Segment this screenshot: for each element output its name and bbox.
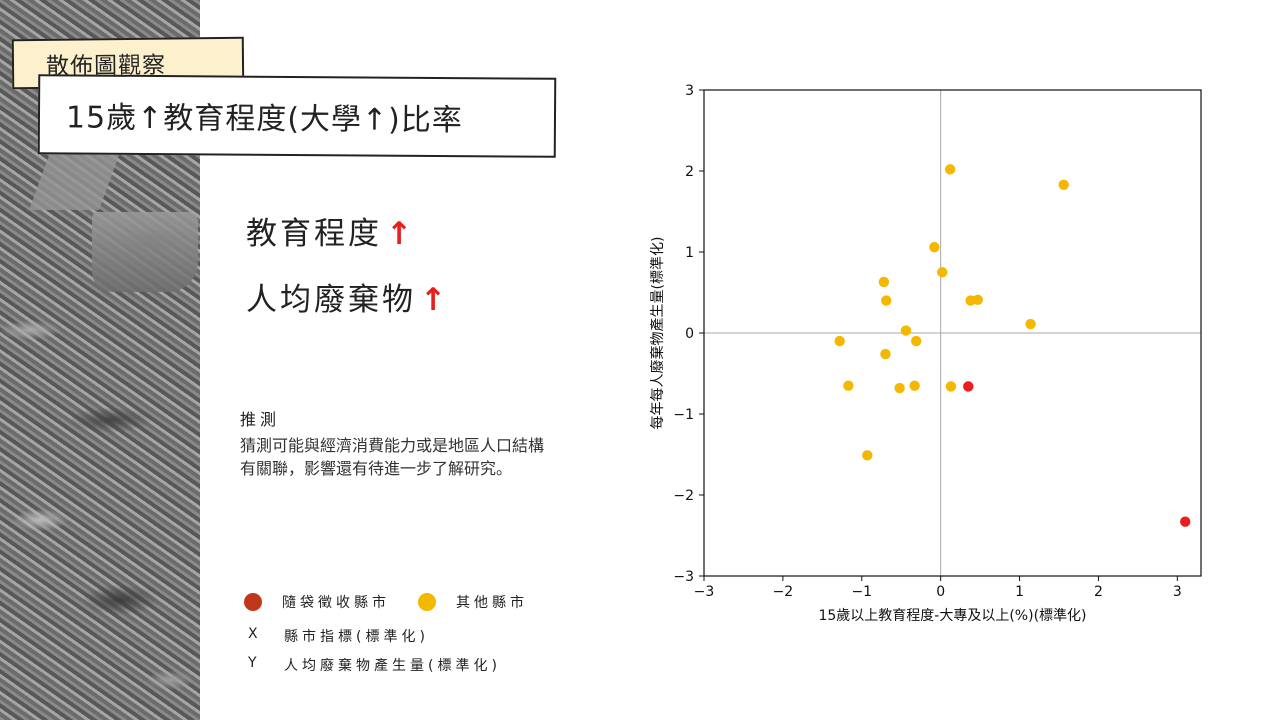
x-axis-label: 15歲以上教育程度-大專及以上(%)(標準化) — [818, 608, 1086, 624]
headline-education: 教育程度 ↑ — [246, 208, 415, 253]
point-other-county — [1025, 318, 1036, 330]
point-other-county — [937, 267, 948, 278]
y-tick-label: 2 — [685, 164, 694, 180]
y-tick-label: −1 — [673, 407, 694, 423]
note-title: 推測 — [240, 410, 281, 429]
point-other-county — [909, 380, 920, 391]
legend-dot-other — [418, 593, 436, 611]
y-desc: 人均廢棄物產生量(標準化) — [284, 658, 501, 674]
point-bag-fee-county — [963, 381, 974, 392]
point-other-county — [944, 164, 956, 175]
point-other-county — [878, 276, 890, 288]
note-body: 猜測可能與經濟消費能力或是地區人口結構有關聯，影響還有待進一步了解研究。 — [240, 436, 545, 478]
y-tick-label: 1 — [685, 245, 694, 261]
point-other-county — [929, 241, 940, 253]
y-key: Y — [248, 655, 261, 671]
point-other-county — [1058, 179, 1069, 190]
legend: 隨袋徵收縣市 其他縣市 — [244, 592, 528, 612]
point-other-county — [843, 380, 854, 391]
point-other-county — [911, 335, 922, 347]
point-bag-fee-county — [1180, 516, 1191, 527]
point-other-county — [894, 382, 905, 394]
y-tick-label: 3 — [685, 83, 694, 99]
point-other-county — [834, 335, 845, 347]
y-tick-label: 0 — [685, 326, 694, 342]
slide-title: 15歲↑教育程度(大學↑)比率 — [37, 74, 557, 158]
point-other-county — [881, 295, 892, 306]
legend-dot-bag-fee — [244, 593, 262, 611]
photo-path — [29, 150, 121, 210]
legend-label-bag-fee: 隨袋徵收縣市 — [282, 595, 390, 611]
up-arrow-icon: ↑ — [386, 216, 415, 252]
point-other-county — [972, 294, 983, 305]
x-tick-label: −2 — [773, 584, 794, 600]
point-other-county — [945, 381, 957, 392]
x-desc: 縣市指標(標準化) — [284, 629, 429, 645]
point-other-county — [880, 348, 891, 360]
x-tick-label: −1 — [851, 584, 872, 600]
y-tick-label: −3 — [673, 569, 694, 585]
x-tick-label: 1 — [1015, 584, 1024, 600]
headline-waste: 人均廢棄物 ↑ — [246, 274, 449, 319]
photo-puddle — [92, 212, 198, 292]
y-tick-label: −2 — [673, 488, 694, 504]
headline-education-text: 教育程度 — [246, 216, 382, 252]
legend-label-other: 其他縣市 — [456, 595, 528, 611]
scatter-chart: −3 −2 −1 0 1 2 3 −3 −2 −1 0 1 2 3 15歲以上教育程度-大專及以上(%)(標… — [649, 83, 1202, 624]
point-other-county — [900, 325, 912, 336]
x-tick-label: 2 — [1094, 584, 1103, 600]
up-arrow-icon: ↑ — [420, 282, 449, 318]
x-tick-label: −3 — [694, 584, 715, 600]
x-axis-note: X 縣市指標(標準化) — [248, 626, 429, 646]
x-tick-label: 3 — [1173, 584, 1182, 600]
headline-waste-text: 人均廢棄物 — [246, 282, 416, 318]
x-key: X — [248, 626, 262, 642]
point-other-county — [862, 450, 873, 461]
x-tick-label: 0 — [936, 584, 945, 600]
y-axis-note: Y 人均廢棄物產生量(標準化) — [248, 655, 501, 675]
y-axis-label: 每年每人廢棄物產生量(標準化) — [649, 237, 666, 430]
